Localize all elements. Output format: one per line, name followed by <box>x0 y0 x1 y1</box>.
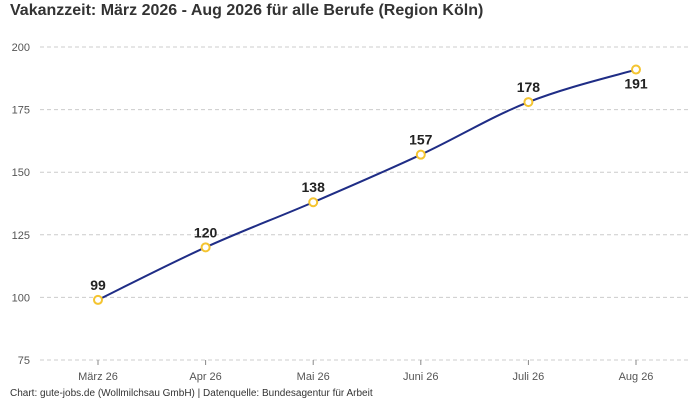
data-label: 191 <box>624 76 648 92</box>
data-point <box>200 242 211 253</box>
x-tick-label: Aug 26 <box>619 371 654 383</box>
grid-lines <box>40 46 690 361</box>
data-label: 99 <box>90 277 106 293</box>
data-label: 120 <box>194 224 218 240</box>
data-point <box>523 97 534 108</box>
y-tick-label: 150 <box>12 167 30 179</box>
y-tick-label: 175 <box>12 105 30 117</box>
chart-title: Vakanzzeit: März 2026 - Aug 2026 für all… <box>10 2 484 19</box>
data-point <box>93 294 103 305</box>
x-axis: März 26 Apr 26 Mai 26 Juni 26 Juli 26 Aug 26 <box>78 360 653 383</box>
x-tick-label: März 26 <box>78 371 118 383</box>
data-point <box>308 197 319 208</box>
y-axis: 75 100 125 150 175 200 <box>12 42 30 367</box>
data-labels: 99 120 138 157 178 191 <box>90 76 648 293</box>
data-label: 178 <box>517 79 541 95</box>
y-tick-label: 125 <box>12 230 30 242</box>
data-points <box>93 64 641 305</box>
y-tick-label: 200 <box>12 42 30 54</box>
x-tick-label: Juni 26 <box>403 371 438 383</box>
data-label: 138 <box>302 179 326 195</box>
y-tick-label: 100 <box>12 292 30 304</box>
data-point <box>631 64 641 75</box>
x-tick-label: Mai 26 <box>297 371 330 383</box>
chart-footer: Chart: gute-jobs.de (Wollmilchsau GmbH) … <box>10 388 373 399</box>
x-tick-label: Apr 26 <box>189 371 221 383</box>
series-line <box>97 68 637 301</box>
x-tick-label: Juli 26 <box>513 371 545 383</box>
y-tick-label: 75 <box>18 355 30 367</box>
data-label: 157 <box>409 132 433 148</box>
data-point <box>415 149 426 160</box>
